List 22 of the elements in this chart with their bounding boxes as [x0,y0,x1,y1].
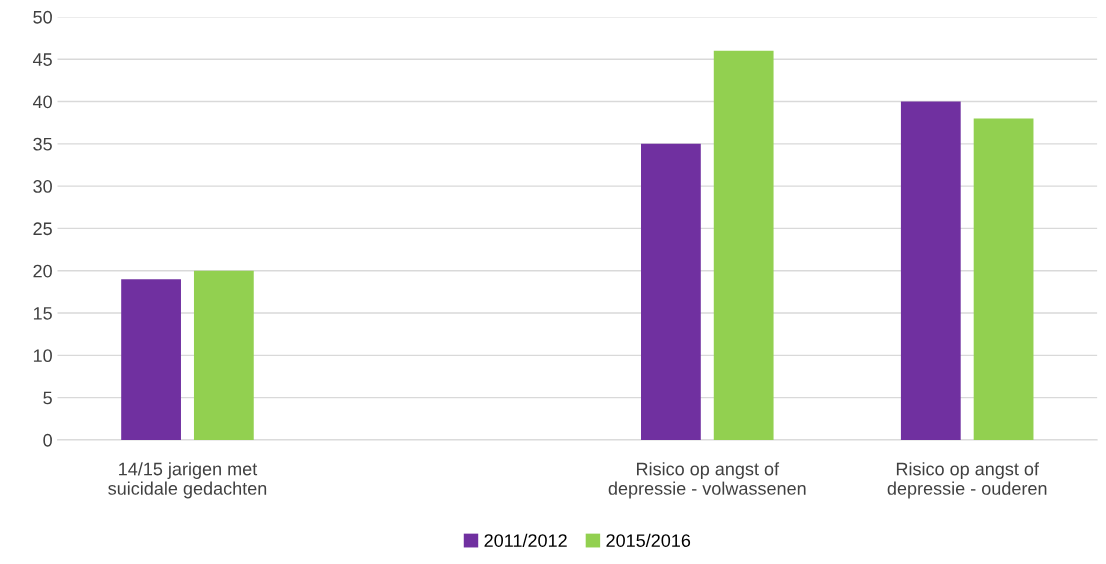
bar [973,118,1034,440]
y-tick-label: 25 [33,222,52,236]
bar [713,50,774,440]
x-tick-label: Risico op angst of depressie - volwassenen [608,462,806,499]
bar [121,279,181,440]
y-tick-label: 10 [33,349,52,363]
y-tick-label: 45 [32,53,52,66]
bar [900,101,961,440]
y-tick-label: 20 [33,264,52,278]
y-tick-label: 40 [32,95,52,109]
y-tick-label: 35 [33,137,52,151]
y-tick-label: 0 [43,433,52,447]
legend-label: 2015/2016 [606,533,691,547]
y-tick-label: 5 [43,391,52,405]
x-tick-label: 14/15 jarigen met suicidale gedachten [108,462,267,499]
y-tick-label: 15 [33,307,52,320]
bar [193,270,254,440]
legend-label: 2011/2012 [484,533,567,547]
bar [641,143,701,440]
x-tick-label: Risico op angst of depressie - ouderen [887,462,1047,499]
y-tick-label: 50 [33,10,52,24]
y-tick-label: 30 [33,180,52,193]
